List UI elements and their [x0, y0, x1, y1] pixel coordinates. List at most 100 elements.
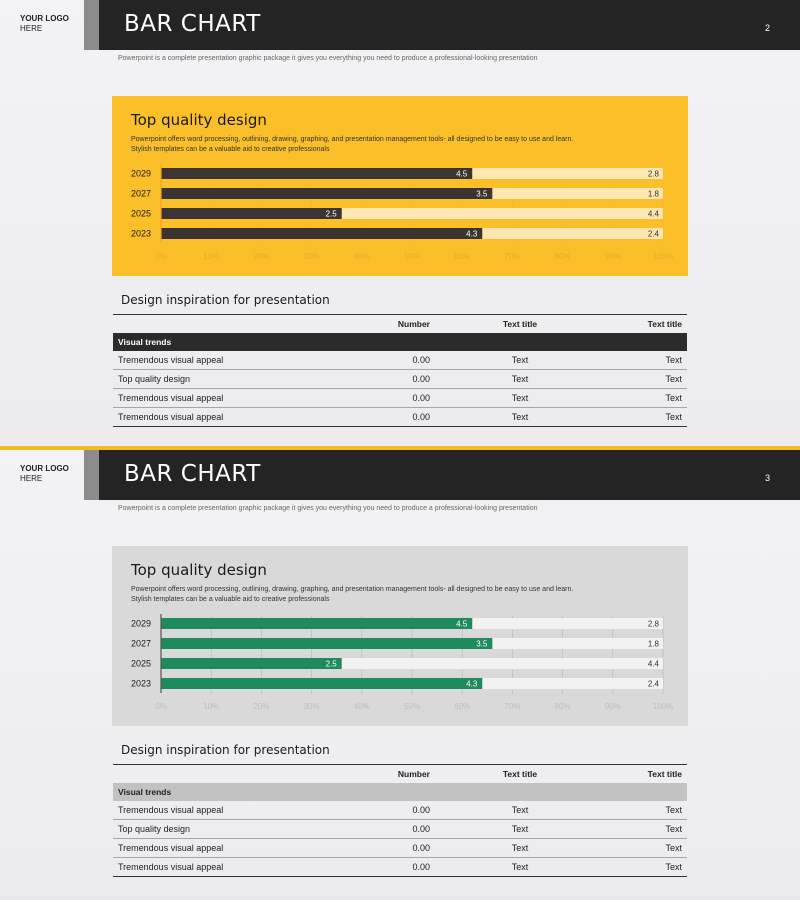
x-tick-label: 70%	[504, 702, 520, 711]
logo-line-1: YOUR LOGO	[20, 464, 69, 473]
slide-2: YOUR LOGO HERE BAR CHART 2 Powerpoint is…	[0, 0, 800, 446]
category-label: 2023	[131, 679, 151, 689]
row-label: Tremendous visual appeal	[118, 843, 224, 853]
x-tick-label: 80%	[555, 252, 571, 261]
bar-remainder	[161, 658, 663, 669]
header-number: Number	[397, 319, 430, 329]
bar-primary	[161, 618, 473, 629]
data-label-primary: 4.5	[456, 170, 468, 179]
x-tick-label: 40%	[354, 252, 370, 261]
category-label: 2027	[131, 639, 151, 649]
panel-description-line-1: Powerpoint offers word processing, outli…	[131, 586, 574, 593]
header-text-title-2: Text title	[647, 319, 682, 329]
table-row: Tremendous visual appeal 0.00 Text Text	[113, 408, 687, 427]
x-tick-label: 90%	[605, 702, 621, 711]
data-label-secondary: 2.8	[648, 620, 660, 629]
x-tick-label: 10%	[203, 252, 219, 261]
row-text-1: Text	[511, 824, 529, 834]
x-tick-label: 100%	[653, 252, 673, 261]
x-tick-label: 60%	[454, 702, 470, 711]
table-row: Tremendous visual appeal 0.00 Text Text	[113, 839, 687, 858]
data-label-secondary: 4.4	[648, 210, 660, 219]
x-tick-label: 0%	[155, 702, 167, 711]
row-text-1: Text	[511, 374, 529, 384]
row-number: 0.00	[412, 824, 430, 834]
row-label: Top quality design	[118, 374, 191, 384]
slide-divider	[0, 446, 800, 450]
x-tick-label: 30%	[304, 702, 320, 711]
table-section-title: Design inspiration for presentation	[121, 743, 330, 757]
x-tick-label: 50%	[404, 702, 420, 711]
row-text-2: Text	[665, 843, 682, 853]
panel-title: Top quality design	[131, 111, 267, 129]
table-group-row: Visual trends	[113, 783, 687, 801]
row-number: 0.00	[412, 374, 430, 384]
table-row: Tremendous visual appeal 0.00 Text Text	[113, 858, 687, 877]
x-tick-label: 100%	[653, 702, 673, 711]
bar-chart: 0% 10% 20% 30% 40% 50% 60% 70% 80% 90% 100% 2029 4.5…	[131, 164, 673, 261]
logo: YOUR LOGO HERE	[20, 464, 69, 484]
table-section-title: Design inspiration for presentation	[121, 293, 330, 307]
row-text-2: Text	[665, 805, 682, 815]
category-label: 2023	[131, 229, 151, 239]
category-label: 2025	[131, 659, 151, 669]
x-tick-label: 0%	[155, 252, 167, 261]
row-text-1: Text	[511, 843, 529, 853]
row-text-2: Text	[665, 355, 682, 365]
data-table: Number Text title Text title Visual tren…	[113, 764, 687, 877]
panel-description-line-2: Stylish templates can be a valuable aid …	[131, 596, 330, 603]
row-text-1: Text	[511, 412, 529, 422]
bar-chart: 0% 10% 20% 30% 40% 50% 60% 70% 80% 90% 100% 2029 4.5…	[131, 614, 673, 711]
x-tick-label: 90%	[605, 252, 621, 261]
x-tick-label: 20%	[253, 702, 269, 711]
slide-title: BAR CHART	[124, 461, 261, 487]
row-text-1: Text	[511, 862, 529, 872]
category-label: 2025	[131, 209, 151, 219]
logo-line-1: YOUR LOGO	[20, 14, 69, 23]
row-text-2: Text	[665, 824, 682, 834]
row-text-2: Text	[665, 862, 682, 872]
category-label: 2027	[131, 189, 151, 199]
header-bar	[99, 0, 800, 50]
row-number: 0.00	[412, 843, 430, 853]
logo-line-2: HERE	[20, 474, 43, 483]
table-row: Tremendous visual appeal 0.00 Text Text	[113, 389, 687, 408]
bar-primary	[161, 208, 342, 219]
bar-primary	[161, 678, 483, 689]
data-label-secondary: 2.8	[648, 170, 660, 179]
row-text-2: Text	[665, 412, 682, 422]
category-label: 2029	[131, 619, 151, 629]
panel-description-line-1: Powerpoint offers word processing, outli…	[131, 136, 574, 143]
bar-primary	[161, 168, 473, 179]
logo-line-2: HERE	[20, 24, 43, 33]
row-label: Top quality design	[118, 824, 191, 834]
header-accent	[84, 450, 99, 500]
row-number: 0.00	[412, 412, 430, 422]
row-number: 0.00	[412, 862, 430, 872]
x-tick-label: 50%	[404, 252, 420, 261]
row-text-2: Text	[665, 393, 682, 403]
x-tick-label: 70%	[504, 252, 520, 261]
x-tick-label: 10%	[203, 702, 219, 711]
x-tick-label: 20%	[253, 252, 269, 261]
table-row: Top quality design 0.00 Text Text	[113, 820, 687, 839]
data-table: Number Text title Text title Visual tren…	[113, 314, 687, 427]
slide-subtitle: Powerpoint is a complete presentation gr…	[118, 55, 538, 62]
row-label: Tremendous visual appeal	[118, 412, 224, 422]
data-label-primary: 4.3	[466, 230, 478, 239]
row-label: Tremendous visual appeal	[118, 393, 224, 403]
data-label-primary: 2.5	[326, 210, 338, 219]
table-header-row: Number Text title Text title	[113, 314, 687, 333]
panel-description: Powerpoint offers word processing, outli…	[131, 585, 651, 605]
page-number: 2	[764, 23, 770, 33]
data-label-secondary: 4.4	[648, 660, 660, 669]
panel-description-line-2: Stylish templates can be a valuable aid …	[131, 146, 330, 153]
group-label: Visual trends	[118, 337, 172, 347]
header-bar	[99, 450, 800, 500]
header-number: Number	[397, 769, 430, 779]
data-label-secondary: 2.4	[648, 230, 660, 239]
data-label-primary: 4.5	[456, 620, 468, 629]
chart-panel: Top quality design Powerpoint offers wor…	[112, 546, 688, 726]
row-label: Tremendous visual appeal	[118, 862, 224, 872]
panel-title: Top quality design	[131, 561, 267, 579]
